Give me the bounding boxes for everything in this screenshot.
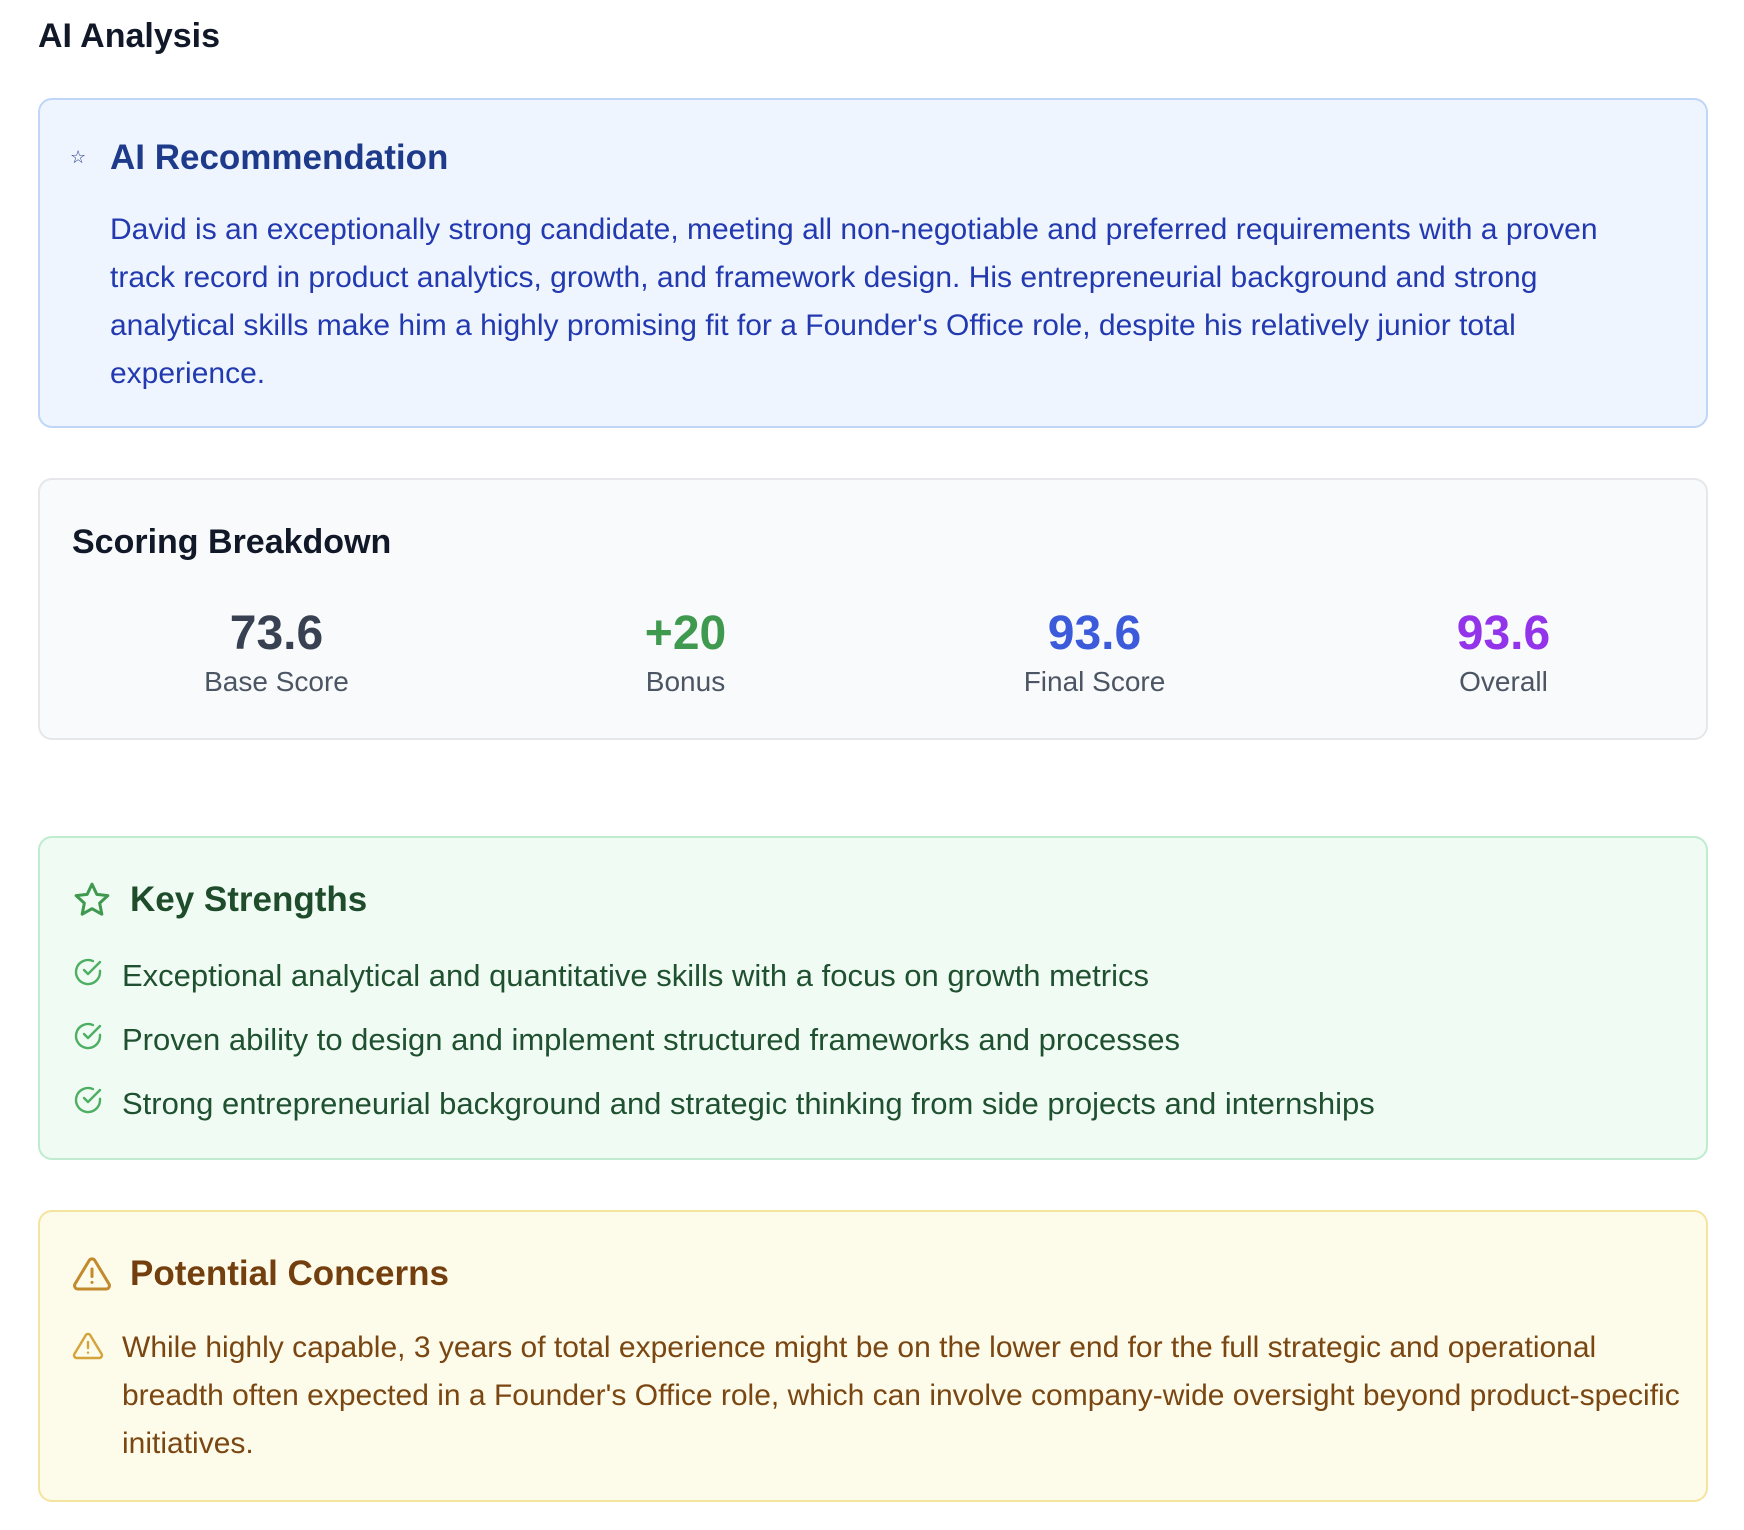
page-title: AI Analysis [38, 17, 221, 55]
bonus-score: +20 Bonus [481, 606, 890, 700]
score-grid: 73.6 Base Score +20 Bonus 93.6 Final Sco… [72, 606, 1708, 700]
key-strengths-card: Key Strengths Exceptional analytical and… [38, 836, 1708, 1160]
check-circle-icon [74, 1022, 102, 1050]
score-label: Final Score [1023, 666, 1166, 697]
warning-triangle-icon [73, 1257, 111, 1291]
score-value: 93.6 [1047, 607, 1142, 660]
recommendation-title: AI Recommendation [110, 138, 449, 177]
score-label: Base Score [204, 666, 349, 697]
concern-text: While highly capable, 3 years of total e… [122, 1331, 1680, 1460]
recommendation-text: David is an exceptionally strong candida… [110, 213, 1598, 390]
strength-text: Proven ability to design and implement s… [122, 1022, 1180, 1057]
score-value: 73.6 [229, 607, 324, 660]
check-circle-icon [74, 958, 102, 986]
score-label: Overall [1459, 666, 1548, 697]
concerns-title: Potential Concerns [130, 1254, 449, 1293]
final-score: 93.6 Final Score [890, 606, 1299, 700]
strengths-title: Key Strengths [130, 880, 368, 919]
score-label: Bonus [645, 666, 726, 697]
strength-text: Exceptional analytical and quantitative … [122, 958, 1149, 993]
strength-text: Strong entrepreneurial background and st… [122, 1086, 1375, 1121]
ai-recommendation-card: ☆ AI Recommendation David is an exceptio… [38, 98, 1708, 428]
potential-concerns-card: Potential Concerns While highly capable,… [38, 1210, 1708, 1502]
overall-score: 93.6 Overall [1299, 606, 1708, 700]
star-icon: ☆ [70, 147, 87, 167]
star-outline-icon [74, 882, 110, 916]
base-score: 73.6 Base Score [72, 606, 481, 700]
score-value: 93.6 [1456, 607, 1551, 660]
scoring-title: Scoring Breakdown [72, 523, 392, 561]
score-value: +20 [644, 607, 727, 660]
check-circle-icon [74, 1086, 102, 1114]
warning-icon [72, 1332, 104, 1360]
scoring-breakdown-card: Scoring Breakdown 73.6 Base Score +20 Bo… [38, 478, 1708, 740]
